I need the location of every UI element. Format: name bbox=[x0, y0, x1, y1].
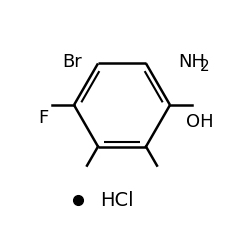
Text: Br: Br bbox=[62, 53, 82, 71]
Text: 2: 2 bbox=[200, 59, 210, 74]
Text: NH: NH bbox=[178, 53, 205, 71]
Text: OH: OH bbox=[186, 113, 214, 131]
Text: F: F bbox=[38, 109, 48, 127]
Text: HCl: HCl bbox=[100, 190, 134, 209]
